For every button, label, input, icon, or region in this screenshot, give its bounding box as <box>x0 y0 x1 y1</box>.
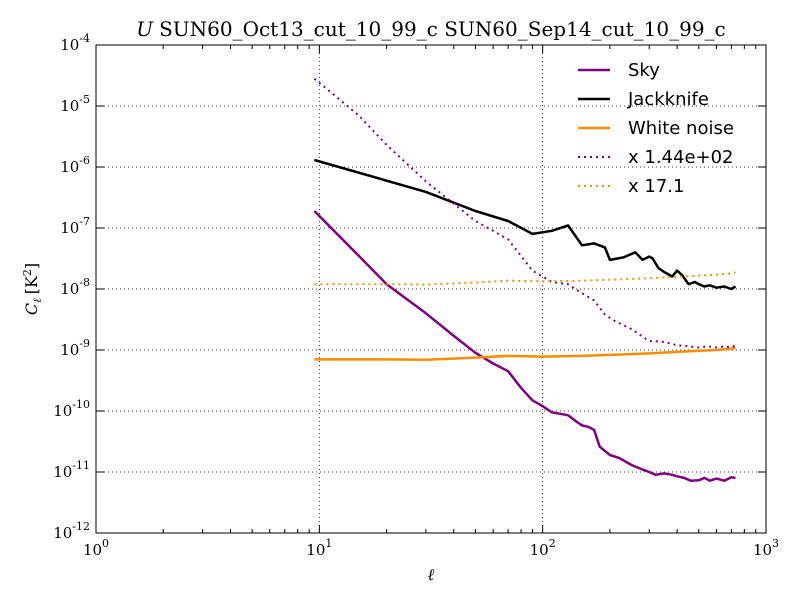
chart-title: U SUN60_Oct13_cut_10_99_c SUN60_Sep14_cut… <box>136 17 726 41</box>
series-group <box>313 77 737 482</box>
legend: Sky Jackknife White noise x 1.44e+02 x 17.1 <box>578 60 734 197</box>
x-tick-label: 101 <box>306 537 332 559</box>
legend-label: x 17.1 <box>628 176 684 197</box>
y-tick-label: 10-9 <box>60 337 90 359</box>
legend-label: Sky <box>628 60 660 81</box>
legend-label: x 1.44e+02 <box>628 147 734 168</box>
tick-labels: 100 101 102 103 10-12 10-11 10-10 10-9 10-8 10-7 1… <box>53 32 779 559</box>
series-line-sky <box>313 210 736 482</box>
y-tick-label: 10-12 <box>53 520 90 542</box>
y-tick-label: 10-6 <box>60 154 90 176</box>
y-tick-label: 10-4 <box>60 32 90 54</box>
grid <box>96 45 766 533</box>
y-tick-label: 10-10 <box>53 398 90 420</box>
ticks <box>95 44 767 534</box>
x-tick-label: 103 <box>753 537 779 559</box>
legend-label: Jackknife <box>627 89 709 110</box>
y-tick-label: 10-8 <box>60 276 90 298</box>
legend-label: White noise <box>628 118 734 139</box>
series-line-jackknife <box>314 158 737 291</box>
y-tick-label: 10-5 <box>60 93 90 115</box>
x-axis-label: ℓ <box>428 565 435 584</box>
y-axis-label: Cℓ[K2] <box>21 263 44 315</box>
y-tick-label: 10-11 <box>53 459 90 481</box>
y-tick-label: 10-7 <box>60 215 90 237</box>
series-line-white-noise <box>314 346 736 362</box>
series-line-x-1-44e-02 <box>313 77 736 349</box>
x-tick-label: 100 <box>83 537 109 559</box>
x-tick-label: 102 <box>530 537 556 559</box>
